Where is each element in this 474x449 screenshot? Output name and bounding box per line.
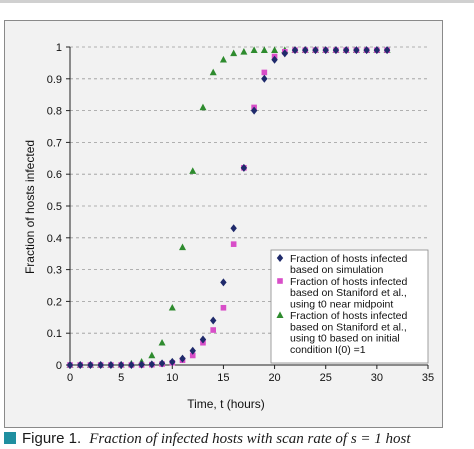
legend-box bbox=[270, 249, 429, 364]
diamond-data-point bbox=[148, 360, 156, 369]
diamond-data-point bbox=[179, 354, 186, 363]
y-tick-label: 0.3 bbox=[47, 265, 62, 277]
diamond-data-point bbox=[107, 361, 115, 369]
caption-square-icon bbox=[4, 432, 16, 444]
legend-entry-text: based on Staniford et al., bbox=[290, 287, 407, 299]
y-tick-label: 0.2 bbox=[47, 296, 62, 308]
legend-entry-text: based on simulation bbox=[290, 264, 384, 276]
x-tick-label: 10 bbox=[166, 372, 178, 384]
triangle-data-point bbox=[168, 303, 176, 311]
diamond-data-point bbox=[66, 361, 74, 369]
diamond-data-point bbox=[138, 360, 145, 369]
scatter-chart: 00.10.20.30.40.50.60.70.80.910 5 10 15 20 25 3… bbox=[23, 42, 434, 411]
y-tick-label: 1 bbox=[56, 42, 62, 54]
square-data-point bbox=[189, 352, 196, 359]
legend-entry-text: Fraction of hosts infected bbox=[290, 310, 407, 322]
diamond-data-point bbox=[250, 106, 258, 115]
chart-panel: 0 0.1 0.2 0.3 0.4 0.5 0.6 0.7 0.8 0.9 1 0 5 10 15 20 25 3… bbox=[4, 20, 443, 428]
diamond-data-point bbox=[271, 55, 278, 64]
diamond-data-point bbox=[77, 361, 84, 369]
diamond-data-point bbox=[342, 46, 350, 55]
legend-entry-text: based on Staniford et al., bbox=[290, 321, 407, 333]
diamond-data-point bbox=[322, 46, 329, 55]
diamond-data-point bbox=[261, 74, 268, 83]
square-data-point bbox=[261, 69, 268, 76]
legend-entry-text: Fraction of hosts infected bbox=[290, 276, 407, 288]
diamond-data-point bbox=[169, 357, 176, 366]
legend-diamond-icon bbox=[276, 254, 284, 262]
y-tick-label: 0.9 bbox=[47, 74, 62, 86]
triangle-data-point bbox=[158, 338, 166, 346]
diamond-data-point bbox=[158, 359, 166, 368]
triangle-data-point bbox=[230, 49, 238, 57]
diamond-data-point bbox=[240, 163, 248, 172]
square-data-point bbox=[230, 241, 237, 247]
x-tick-label: 15 bbox=[217, 372, 229, 384]
y-axis-label: Fraction of hosts infected bbox=[23, 140, 37, 274]
legend-triangle-icon bbox=[276, 311, 284, 318]
caption-label: Figure 1. bbox=[22, 430, 82, 447]
legend-entry-text: using t0 near midpoint bbox=[290, 298, 393, 310]
x-axis-label: Time, t (hours) bbox=[187, 397, 265, 411]
triangle-data-point bbox=[189, 167, 197, 174]
x-tick-label: 35 bbox=[422, 372, 434, 384]
page-top-rule bbox=[0, 0, 474, 3]
figure-caption: Figure 1. Fraction of infected hosts with… bbox=[4, 430, 474, 449]
x-tick-label: 25 bbox=[320, 372, 332, 384]
caption-text: Fraction of infected hosts with scan rat… bbox=[89, 431, 411, 447]
diamond-data-point bbox=[87, 361, 94, 369]
triangle-data-point bbox=[240, 47, 248, 55]
diamond-data-point bbox=[210, 316, 217, 325]
y-tick-label: 0.1 bbox=[47, 328, 62, 340]
triangle-data-point bbox=[219, 55, 227, 63]
square-data-point bbox=[220, 304, 227, 311]
triangle-data-point bbox=[260, 46, 268, 53]
triangle-data-point bbox=[271, 46, 279, 53]
diamond-data-point bbox=[332, 46, 340, 55]
y-tick-label: 0.6 bbox=[47, 169, 62, 181]
x-tick-label: 5 bbox=[118, 372, 124, 384]
legend-entry-text: condition I(0) =1 bbox=[290, 344, 366, 356]
diamond-data-point bbox=[117, 361, 125, 369]
x-tick-label: 30 bbox=[371, 372, 383, 384]
y-tick-label: 0.4 bbox=[47, 233, 62, 245]
diamond-data-point bbox=[97, 361, 104, 369]
diamond-data-point bbox=[373, 46, 381, 55]
y-tick-label: 0.5 bbox=[47, 201, 62, 213]
tick-labels: 00.10.20.30.40.50.60.70.80.910 5 10 15 20 25 3… bbox=[47, 42, 434, 384]
triangle-data-point bbox=[179, 243, 187, 251]
legend-square-icon bbox=[277, 278, 283, 284]
diamond-data-point bbox=[383, 46, 391, 55]
diamond-data-point bbox=[199, 335, 207, 344]
diamond-data-point bbox=[302, 46, 309, 55]
x-tick-label: 20 bbox=[268, 372, 280, 384]
diamond-data-point bbox=[353, 46, 360, 55]
data-points bbox=[66, 46, 391, 369]
diamond-data-point bbox=[291, 46, 299, 55]
y-tick-label: 0 bbox=[56, 360, 62, 372]
triangle-data-point bbox=[199, 103, 207, 111]
square-data-point bbox=[210, 327, 216, 333]
y-tick-label: 0.8 bbox=[47, 106, 62, 118]
diamond-data-point bbox=[220, 278, 227, 287]
diamond-data-point bbox=[312, 46, 319, 55]
x-tick-label: 0 bbox=[67, 372, 73, 384]
diamond-data-point bbox=[363, 46, 370, 55]
diamond-data-point bbox=[281, 49, 288, 58]
triangle-data-point bbox=[209, 68, 217, 76]
legend-entry-text: Fraction of hosts infected bbox=[290, 253, 407, 265]
legend-entry-text: using t0 based on initial bbox=[290, 333, 400, 345]
triangle-data-point bbox=[148, 351, 156, 359]
diamond-data-point bbox=[230, 224, 237, 233]
triangle-data-point bbox=[250, 46, 258, 53]
y-tick-label: 0.7 bbox=[47, 137, 62, 149]
diamond-data-point bbox=[128, 361, 135, 369]
diamond-data-point bbox=[189, 346, 196, 355]
